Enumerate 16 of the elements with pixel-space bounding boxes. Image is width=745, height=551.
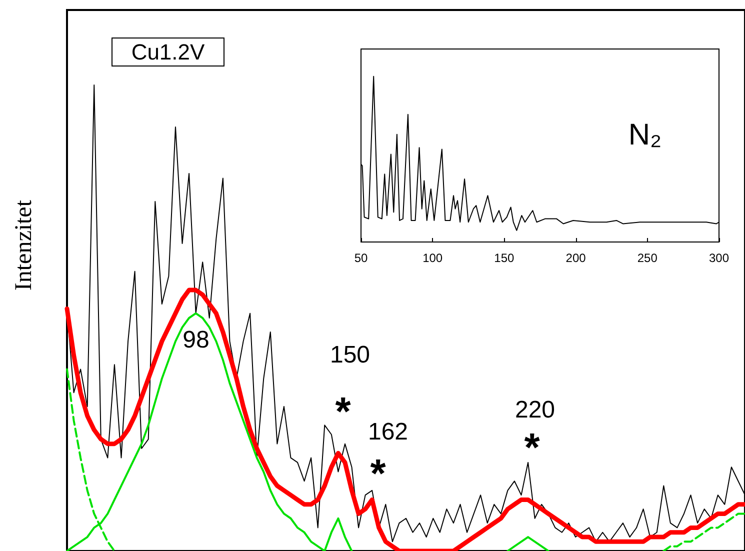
- annotation: 98: [182, 326, 210, 354]
- x-tick-label: 50: [354, 251, 368, 265]
- annotation: *: [524, 426, 540, 470]
- x-tick-label: 250: [637, 251, 658, 265]
- x-tick-label: 150: [494, 251, 515, 265]
- x-tick-label: 200: [566, 251, 586, 265]
- annotation: 220: [514, 396, 556, 424]
- annotation: 162: [368, 418, 408, 446]
- x-tick-label: 300: [708, 251, 730, 265]
- annotation: *: [370, 452, 386, 496]
- annotation: N₂: [628, 118, 662, 152]
- annotation: 150: [330, 342, 370, 368]
- x-tick-label: 100: [422, 251, 443, 265]
- y-axis-title: Intenzitet: [11, 200, 37, 291]
- text: Cu1.2V: [131, 40, 206, 64]
- annotation: *: [335, 390, 352, 434]
